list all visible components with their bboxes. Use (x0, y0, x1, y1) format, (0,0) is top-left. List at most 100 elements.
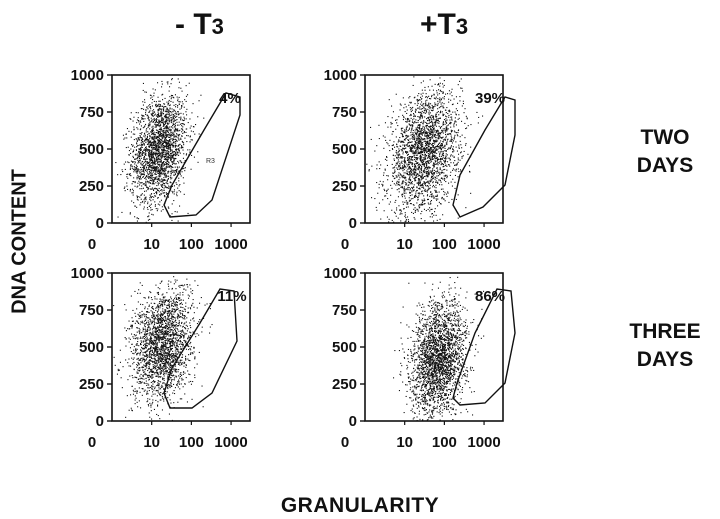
data-point (132, 352, 134, 354)
data-point (399, 157, 401, 159)
data-point (416, 131, 418, 133)
data-point (160, 199, 162, 201)
data-point (156, 163, 158, 165)
data-point (404, 111, 406, 113)
data-point (172, 155, 174, 157)
data-point (445, 133, 447, 135)
data-point (156, 144, 158, 146)
data-point (172, 157, 174, 159)
data-point (410, 134, 412, 136)
data-point (415, 163, 417, 165)
data-point (168, 152, 170, 154)
data-point (132, 155, 134, 157)
data-point (154, 89, 156, 91)
data-point (171, 120, 173, 122)
data-point (141, 350, 143, 352)
data-point (157, 144, 159, 146)
data-point (161, 83, 163, 85)
data-point (142, 139, 144, 141)
data-point (146, 166, 148, 168)
data-point (411, 127, 413, 129)
data-point (427, 189, 429, 191)
data-point (431, 131, 433, 133)
data-point (423, 106, 425, 108)
data-point (145, 112, 147, 114)
data-point (442, 136, 444, 138)
data-point (409, 156, 411, 158)
data-point (394, 170, 396, 172)
data-point (156, 178, 158, 180)
data-point (143, 202, 145, 204)
data-point (459, 140, 461, 142)
data-point (165, 114, 167, 116)
data-point (436, 160, 438, 162)
data-point (170, 347, 172, 349)
data-point (115, 162, 117, 164)
data-point (137, 156, 139, 158)
data-point (400, 104, 402, 106)
data-point (384, 168, 386, 170)
data-point (171, 152, 173, 154)
data-point (405, 144, 407, 146)
data-point (413, 204, 415, 206)
data-point (139, 378, 141, 380)
data-point (154, 204, 156, 206)
data-point (415, 209, 417, 211)
data-point (431, 116, 433, 118)
data-point (169, 186, 171, 188)
data-point (151, 96, 153, 98)
data-point (161, 143, 163, 145)
data-point (412, 145, 414, 147)
data-point (482, 115, 484, 117)
data-point (174, 345, 176, 347)
data-point (159, 131, 161, 133)
data-point (145, 110, 147, 112)
data-point (426, 165, 428, 167)
data-point (412, 119, 414, 121)
y-tick-label: 1000 (71, 67, 104, 84)
data-point (143, 158, 145, 160)
data-point (130, 118, 132, 120)
data-point (181, 364, 183, 366)
data-point (465, 128, 467, 130)
data-point (436, 163, 438, 165)
data-point (148, 142, 150, 144)
data-point (158, 116, 160, 118)
data-point (444, 168, 446, 170)
data-point (181, 171, 183, 173)
data-point (174, 145, 176, 147)
data-point (140, 152, 142, 154)
data-point (149, 94, 151, 96)
data-point (458, 146, 460, 148)
x-tick-label: 10 (396, 236, 413, 253)
data-point (154, 133, 156, 135)
data-point (430, 170, 432, 172)
data-point (432, 106, 434, 108)
data-point (428, 119, 430, 121)
data-point (444, 139, 446, 141)
data-point (441, 151, 443, 153)
data-point (399, 174, 401, 176)
data-point (434, 102, 436, 104)
data-point (384, 136, 386, 138)
row-title-three-line1: THREE (629, 320, 701, 343)
data-point (425, 109, 427, 111)
data-point (178, 170, 180, 172)
data-point (405, 121, 407, 123)
data-point (148, 143, 150, 145)
data-point (443, 130, 445, 132)
data-point (429, 187, 431, 189)
data-point (412, 165, 414, 167)
data-point (415, 132, 417, 134)
data-point (432, 145, 434, 147)
data-point (434, 140, 436, 142)
data-point (420, 160, 422, 162)
data-point (150, 182, 152, 184)
data-point (402, 170, 404, 172)
data-point (132, 151, 134, 153)
data-point (444, 138, 446, 140)
data-point (460, 87, 462, 89)
data-point (143, 366, 145, 368)
data-point (395, 128, 397, 130)
data-point (158, 157, 160, 159)
